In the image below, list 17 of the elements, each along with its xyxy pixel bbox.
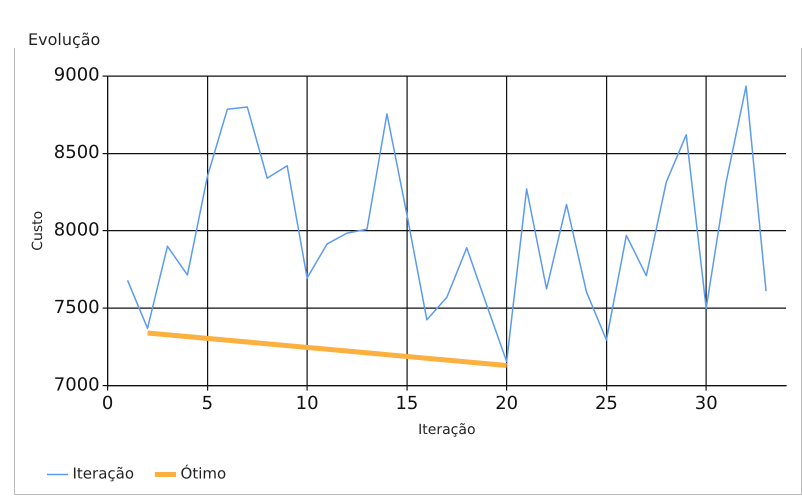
chart-title: Evolução xyxy=(26,30,102,49)
y-tick-label: 9000 xyxy=(54,64,100,86)
y-tick-label: 7000 xyxy=(54,374,100,396)
y-tick-label: 7500 xyxy=(54,296,100,318)
legend-label: Ótimo xyxy=(180,464,226,482)
y-tick-label: 8500 xyxy=(54,142,100,164)
x-tick-label: 25 xyxy=(594,393,618,414)
y-axis-title: Custo xyxy=(30,210,46,251)
x-tick-label: 20 xyxy=(495,393,518,414)
x-tick-label: 15 xyxy=(395,393,418,414)
x-tick-label: 10 xyxy=(296,393,319,414)
x-tick-label: 30 xyxy=(694,393,718,414)
x-tick-label: 0 xyxy=(102,393,114,414)
x-tick-label: 5 xyxy=(202,393,214,414)
legend-label: Iteração xyxy=(72,464,134,482)
y-tick-label: 8000 xyxy=(54,219,100,240)
x-axis-title: Iteração xyxy=(418,422,476,438)
